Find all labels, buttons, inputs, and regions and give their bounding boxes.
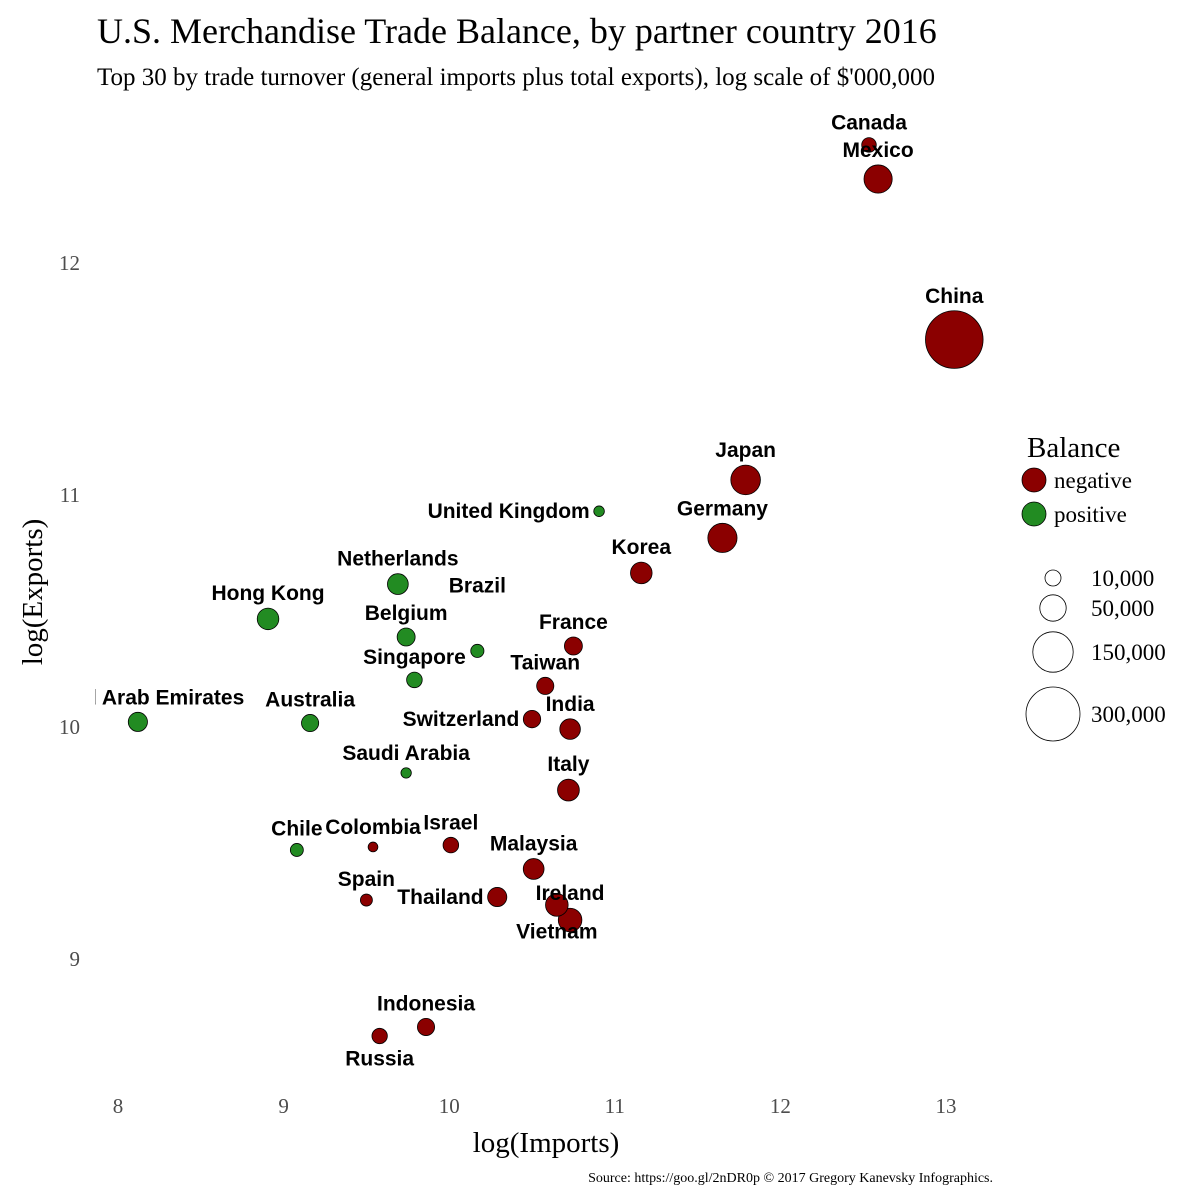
- point-label: India: [546, 693, 595, 716]
- point-label: Israel: [423, 811, 478, 834]
- point-vietnam: [545, 893, 569, 917]
- legend-size-key: [1032, 631, 1074, 673]
- legend-size-label: 50,000: [1091, 596, 1154, 621]
- point-belgium: [396, 627, 416, 647]
- point-label: Chile: [271, 817, 322, 840]
- y-tick-label: 11: [60, 483, 80, 507]
- chart-title: U.S. Merchandise Trade Balance, by partn…: [97, 11, 937, 51]
- point-label: Netherlands: [337, 548, 458, 571]
- legend-title: Balance: [1027, 432, 1120, 464]
- y-tick-label: 10: [59, 715, 80, 739]
- y-axis-label: log(Exports): [17, 519, 49, 666]
- point-label: Germany: [677, 497, 768, 520]
- point-label: Italy: [547, 753, 589, 776]
- point-label: United Kingdom: [428, 500, 590, 523]
- labels-layer: China Japan Germany Mexico Ireland Vietnam Ita…: [31, 112, 984, 1071]
- point-france: [564, 636, 583, 656]
- point-australia: [301, 714, 320, 733]
- point-russia: [371, 1027, 388, 1045]
- point-label: Thailand: [397, 886, 483, 909]
- point-china: [925, 310, 984, 369]
- legend-label: negative: [1054, 468, 1132, 493]
- point-label: Spain: [338, 868, 395, 891]
- point-hong-kong: [256, 607, 280, 631]
- point-united-arab-emirates: [127, 711, 148, 732]
- point-netherlands: [387, 573, 409, 595]
- point-united-kingdom: [593, 505, 605, 517]
- point-label: Australia: [265, 688, 355, 711]
- point-colombia: [367, 841, 379, 853]
- caption: Source: https://goo.gl/2nDR0p © 2017 Gre…: [588, 1171, 993, 1186]
- y-axis-ticks: 9 10 11 12: [59, 251, 80, 971]
- legend: Balance negative positive 10,000 50,000 150,…: [1021, 432, 1166, 742]
- y-tick-label: 9: [70, 947, 81, 971]
- points-layer: [127, 137, 984, 1045]
- legend-size-key: [1025, 686, 1081, 742]
- legend-key-negative: [1021, 467, 1047, 493]
- point-italy: [557, 778, 580, 802]
- point-label: Indonesia: [377, 992, 475, 1015]
- point-taiwan: [536, 676, 555, 695]
- y-tick-label: 12: [59, 251, 80, 275]
- x-tick-label: 9: [278, 1094, 289, 1118]
- point-label: Canada: [831, 112, 907, 135]
- point-label: Malaysia: [490, 833, 578, 856]
- point-label: Colombia: [325, 816, 421, 839]
- point-label: Ireland: [536, 882, 605, 905]
- point-ireland: [557, 907, 583, 933]
- point-label: Belgium: [365, 602, 448, 625]
- point-label: Mexico: [843, 139, 914, 162]
- point-india: [559, 718, 581, 740]
- point-mexico: [863, 164, 893, 194]
- point-korea: [630, 561, 653, 585]
- point-label: United Arab Emirates: [31, 686, 244, 709]
- legend-size-key: [1039, 594, 1067, 622]
- point-japan: [730, 464, 761, 496]
- point-thailand: [487, 887, 508, 908]
- x-axis-ticks: 8 9 10 11 12 13: [113, 1094, 957, 1118]
- point-switzerland: [522, 710, 542, 729]
- legend-size-label: 150,000: [1091, 640, 1166, 665]
- point-label: Russia: [345, 1048, 414, 1071]
- point-germany: [707, 522, 738, 553]
- point-label: Korea: [612, 536, 672, 559]
- point-malaysia: [522, 858, 545, 880]
- legend-size-label: 300,000: [1091, 702, 1166, 727]
- point-brazil: [470, 643, 485, 658]
- point-saudi-arabia: [400, 767, 412, 779]
- legend-size-key: [1044, 569, 1062, 587]
- chart-subtitle: Top 30 by trade turnover (general import…: [97, 64, 935, 91]
- point-spain: [359, 893, 373, 907]
- point-label: China: [925, 285, 984, 308]
- x-tick-label: 10: [439, 1094, 460, 1118]
- x-tick-label: 11: [605, 1094, 625, 1118]
- x-tick-label: 12: [770, 1094, 791, 1118]
- point-label: Brazil: [449, 574, 506, 597]
- point-label: Taiwan: [510, 651, 580, 674]
- x-tick-label: 8: [113, 1094, 124, 1118]
- point-label: Japan: [715, 439, 776, 462]
- x-axis-label: log(Imports): [473, 1127, 620, 1159]
- point-canada: [861, 137, 877, 153]
- point-label: Singapore: [363, 646, 466, 669]
- x-tick-label: 13: [936, 1094, 957, 1118]
- point-israel: [442, 836, 460, 854]
- point-chile: [289, 843, 304, 857]
- point-label: Hong Kong: [211, 582, 324, 605]
- point-label: Vietnam: [516, 920, 597, 943]
- point-label: Switzerland: [403, 708, 520, 731]
- legend-label: positive: [1054, 502, 1127, 527]
- point-singapore: [406, 671, 423, 689]
- point-label: Saudi Arabia: [342, 742, 470, 765]
- point-indonesia: [417, 1017, 436, 1036]
- legend-size-label: 10,000: [1091, 566, 1154, 591]
- legend-key-positive: [1021, 501, 1047, 527]
- point-label: France: [539, 611, 608, 634]
